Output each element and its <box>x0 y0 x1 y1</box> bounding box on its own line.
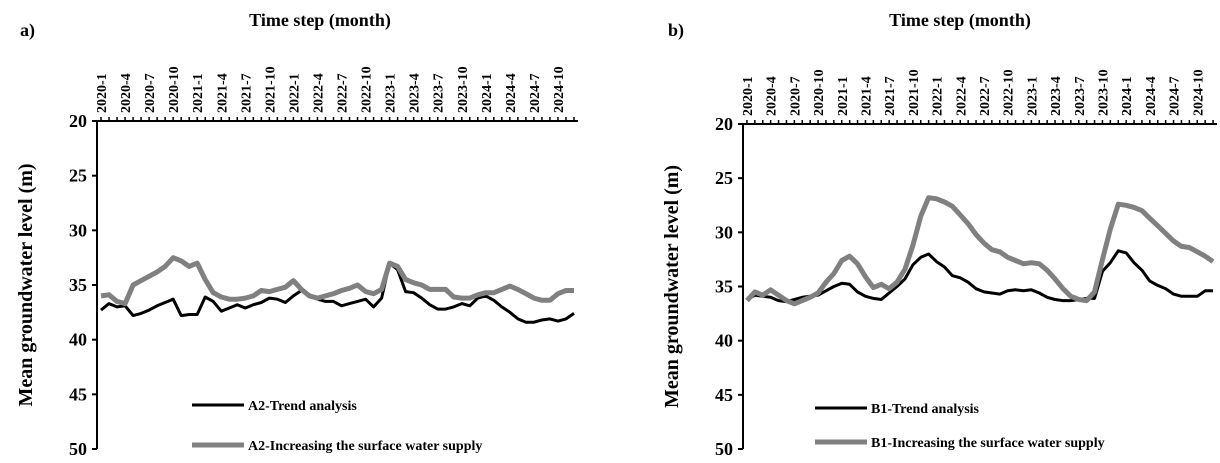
x-tick-label: 2022-4 <box>954 76 969 116</box>
x-tick-label: 2023-10 <box>456 66 471 113</box>
x-tick-label: 2021-7 <box>239 73 254 113</box>
x-tick-label: 2023-4 <box>1049 76 1064 116</box>
y-tick-label: 30 <box>715 222 733 242</box>
x-tick-label: 2024-10 <box>552 66 567 113</box>
x-tick-label: 2024-4 <box>1144 76 1159 116</box>
x-tick-label: 2022-10 <box>360 66 375 113</box>
x-tick-label: 2021-4 <box>859 76 874 116</box>
x-tick-label: 2020-1 <box>95 73 110 113</box>
y-tick-label: 35 <box>69 275 87 295</box>
y-tick-label: 35 <box>715 277 733 297</box>
x-tick-label: 2023-7 <box>432 73 447 113</box>
x-tick-label: 2022-1 <box>287 73 302 113</box>
x-tick-label: 2022-7 <box>336 73 351 113</box>
y-tick-label: 40 <box>715 331 733 351</box>
x-tick-label: 2020-4 <box>119 73 134 113</box>
legend-label: A2-Trend analysis <box>248 399 357 414</box>
x-tick-label: 2020-10 <box>812 69 827 116</box>
x-tick-label: 2024-1 <box>480 73 495 113</box>
x-tick-label: 2022-4 <box>311 73 326 113</box>
y-tick-label: 40 <box>69 330 87 350</box>
y-tick-label: 50 <box>715 439 733 459</box>
y-tick-label: 25 <box>69 166 87 186</box>
x-axis-title: Time step (month) <box>889 10 1031 31</box>
x-tick-label: 2020-10 <box>167 66 182 113</box>
x-tick-label: 2021-7 <box>883 76 898 116</box>
legend-label: B1-Trend analysis <box>871 402 980 417</box>
x-tick-label: 2024-7 <box>528 73 543 113</box>
x-tick-label: 2022-1 <box>931 76 946 116</box>
y-tick-label: 25 <box>715 168 733 188</box>
legend-label: A2-Increasing the surface water supply <box>248 439 482 454</box>
y-tick-label: 30 <box>69 220 87 240</box>
x-tick-label: 2022-7 <box>978 76 993 116</box>
series-line <box>100 255 574 307</box>
legend-label: B1-Increasing the surface water supply <box>871 436 1105 451</box>
x-tick-label: 2021-1 <box>836 76 851 116</box>
x-tick-label: 2020-1 <box>741 76 756 116</box>
series-line <box>746 249 1213 304</box>
y-axis-title: Mean groundwater level (m) <box>661 165 683 408</box>
series-line <box>745 195 1215 307</box>
y-tick-label: 45 <box>69 384 87 404</box>
x-tick-label: 2021-4 <box>215 73 230 113</box>
y-tick-label: 20 <box>715 114 733 134</box>
series-line <box>100 261 575 324</box>
panel-label: b) <box>668 20 684 41</box>
y-tick-label: 20 <box>69 111 87 131</box>
x-tick-label: 2023-10 <box>1096 69 1111 116</box>
x-tick-label: 2021-10 <box>263 66 278 113</box>
x-tick-label: 2024-1 <box>1120 76 1135 116</box>
x-tick-label: 2022-10 <box>1002 69 1017 116</box>
x-axis-title: Time step (month) <box>249 10 391 31</box>
x-tick-label: 2020-7 <box>788 76 803 116</box>
y-tick-label: 50 <box>69 439 87 459</box>
x-tick-label: 2024-7 <box>1168 76 1183 116</box>
x-tick-label: 2023-1 <box>384 73 399 113</box>
panel-label: a) <box>20 20 35 41</box>
x-tick-label: 2021-10 <box>907 69 922 116</box>
x-tick-label: 2024-10 <box>1191 69 1206 116</box>
x-tick-label: 2020-7 <box>143 73 158 113</box>
x-tick-label: 2023-7 <box>1073 76 1088 116</box>
x-tick-label: 2020-4 <box>765 76 780 116</box>
x-tick-label: 2024-4 <box>504 73 519 113</box>
x-tick-label: 2023-4 <box>408 73 423 113</box>
y-axis-title: Mean groundwater level (m) <box>15 163 37 406</box>
x-tick-label: 2021-1 <box>191 73 206 113</box>
x-tick-label: 2023-1 <box>1025 76 1040 116</box>
y-tick-label: 45 <box>715 385 733 405</box>
